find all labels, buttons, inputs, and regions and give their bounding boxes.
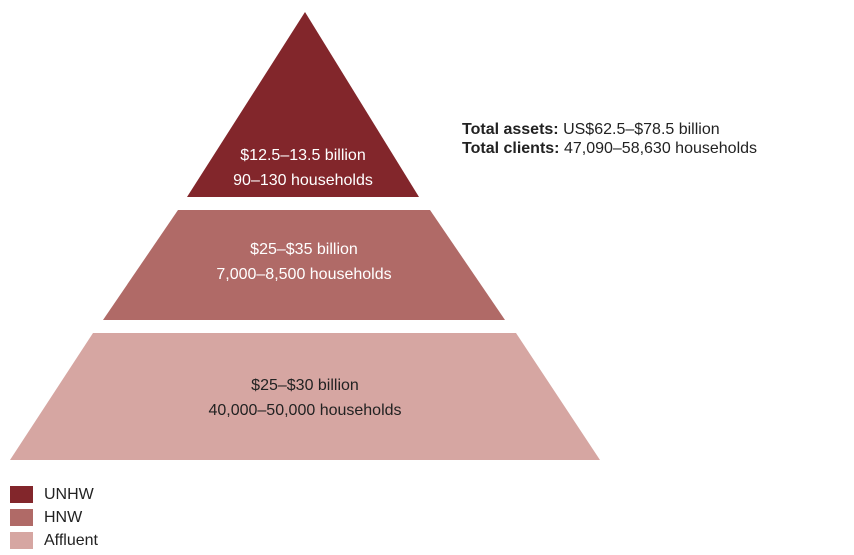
tier-affluent-shape [10,333,600,460]
total-assets-label: Total assets: [462,121,559,138]
legend-swatch-hnw [10,509,33,526]
legend-item-hnw: HNW [10,506,98,529]
total-clients-line: Total clients: 47,090–58,630 households [462,139,757,158]
tier-unhw-shape [187,12,419,197]
tier-hnw-shape [103,210,505,320]
totals-summary: Total assets: US$62.5–$78.5 billion Tota… [462,120,757,158]
legend-label-hnw: HNW [44,508,83,526]
legend-label-affluent: Affluent [44,531,98,549]
tier-hnw-households: 7,000–8,500 households [216,266,391,283]
total-clients-value: 47,090–58,630 households [563,140,758,157]
tier-hnw-assets: $25–$35 billion [250,241,358,258]
total-assets-line: Total assets: US$62.5–$78.5 billion [462,120,757,139]
legend-swatch-unhw [10,486,33,503]
legend-swatch-affluent [10,532,33,549]
tier-unhw-assets: $12.5–13.5 billion [240,147,365,164]
legend-label-unhw: UNHW [44,485,94,503]
total-clients-label: Total clients: [462,140,560,157]
tier-affluent-households: 40,000–50,000 households [208,402,401,419]
tier-unhw-households: 90–130 households [233,172,373,189]
legend-item-affluent: Affluent [10,529,98,552]
tier-affluent-assets: $25–$30 billion [251,377,359,394]
legend: UNHW HNW Affluent [10,483,98,552]
legend-item-unhw: UNHW [10,483,98,506]
total-assets-value: US$62.5–$78.5 billion [563,121,720,138]
